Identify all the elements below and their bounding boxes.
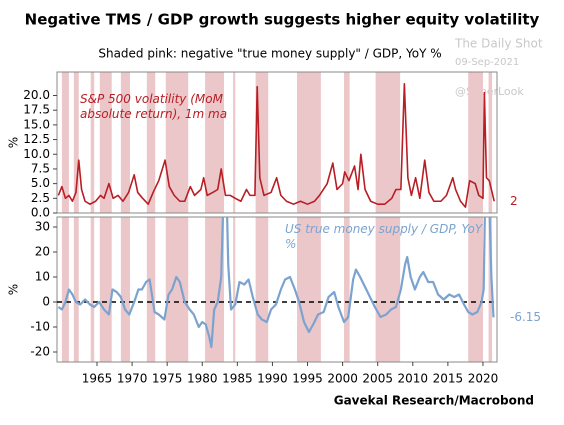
x-tick-label: 1990 [257,372,288,386]
y-tick-label: 0.0 [31,206,50,220]
shaded-period [468,217,483,362]
shaded-period [255,217,269,362]
x-tick-label: 1980 [187,372,218,386]
shaded-period [233,72,236,213]
shaded-period [120,72,130,213]
x-tick-label: 1995 [292,372,323,386]
x-tick-label: 1965 [82,372,113,386]
shaded-period [99,217,112,362]
shaded-period [375,217,401,362]
series-line [57,82,495,208]
shaded-period [488,217,493,362]
y-tick-label: 12.5 [23,132,50,146]
x-tick-label: 1970 [117,372,148,386]
shaded-period [61,72,69,213]
end-label: -6.15 [510,310,541,324]
title: Negative TMS / GDP growth suggests highe… [25,11,540,29]
plot-frame [56,216,498,363]
y-tick-label: 10 [35,270,50,284]
shaded-period [99,72,112,213]
x-tick-label: 2005 [362,372,393,386]
y-axis-label: % [7,284,21,295]
shaded-period [375,72,401,213]
y-tick-label: 5.0 [31,176,50,190]
y-tick-label: 7.5 [31,161,50,175]
plot-frame [56,71,498,214]
y-tick-label: 20 [35,245,50,259]
y-axis-label: % [7,137,21,148]
y-tick-label: 30 [35,220,50,234]
shaded-period [233,217,236,362]
y-tick-label: 17.5 [23,103,50,117]
source: Gavekal Research/Macrobond [334,394,534,408]
y-tick-label: 2.5 [31,191,50,205]
y-tick-label: 10.0 [23,147,50,161]
shaded-period [255,72,269,213]
x-tick-label: 2015 [433,372,464,386]
shaded-period [61,217,69,362]
x-tick-label: 1985 [222,372,253,386]
subtitle: Shaded pink: negative "true money supply… [98,47,441,61]
y-tick-label: 20.0 [23,88,50,102]
y-tick-label: 15.0 [23,117,50,131]
shaded-period [73,217,79,362]
series-label: US true money supply / GDP, YoY % [285,222,483,251]
watermark: 09-Sep-2021 [455,57,519,68]
x-tick-label: 2020 [468,372,499,386]
shaded-period [73,72,79,213]
x-tick-label: 2010 [398,372,429,386]
shaded-period [344,72,350,213]
plot-group [57,82,495,208]
shaded-period [90,72,95,213]
shaded-period [120,217,130,362]
shaded-period [205,217,225,362]
y-tick-label: -20 [30,345,50,359]
shaded-period [468,72,483,213]
shaded-period [165,217,189,362]
shaded-period [165,72,189,213]
shaded-period [297,72,321,213]
shaded-period [488,72,493,213]
shaded-period [297,217,321,362]
x-tick-label: 2000 [327,372,358,386]
plot-group [57,217,495,349]
y-tick-label: 0 [42,295,50,309]
x-tick-label: 1975 [152,372,183,386]
shaded-period [146,72,156,213]
y-tick-label: -10 [30,320,50,334]
series-label: S&P 500 volatility (MoM absolute return)… [80,92,228,121]
watermark: The Daily Shot [454,37,543,51]
end-label: 2 [510,194,518,208]
series-line [57,217,495,349]
shaded-period [344,217,350,362]
shaded-period [90,217,95,362]
